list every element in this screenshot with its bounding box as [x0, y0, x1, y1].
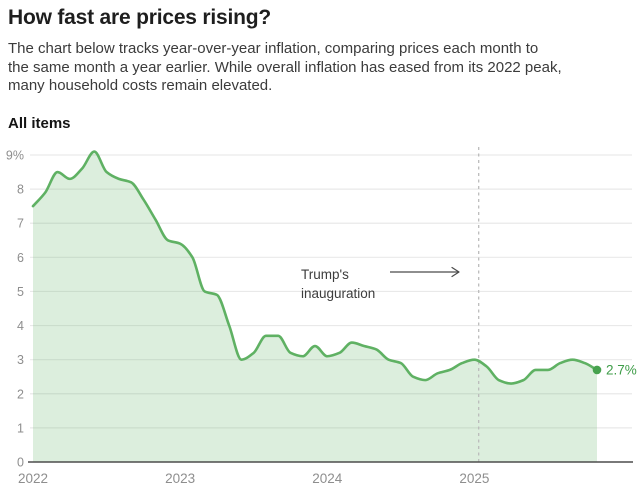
end-dot	[592, 365, 602, 375]
description-line: many household costs remain elevated.	[8, 77, 273, 94]
x-tick-label: 2025	[459, 471, 489, 486]
arrow-head-icon	[451, 266, 460, 278]
x-tick-label: 2022	[18, 471, 48, 486]
y-tick-label: 8	[17, 183, 24, 197]
inflation-chart-svg: 0 1 2 3 4 5 6 7 8 9% 2022 2023 2024 2025 Trump's inaugu…	[6, 147, 637, 486]
page-title: How fast are prices rising?	[8, 6, 272, 29]
x-tick-label: 2024	[312, 471, 343, 486]
y-tick-label: 6	[17, 251, 24, 265]
y-tick-label: 5	[17, 285, 24, 299]
x-tick-label: 2023	[165, 471, 195, 486]
series-label: All items	[8, 115, 71, 132]
inflation-chart: 0 1 2 3 4 5 6 7 8 9% 2022 2023 2024 2025 Trump's inaugu…	[0, 135, 640, 493]
y-tick-label: 0	[17, 456, 24, 470]
y-tick-label: 4	[17, 319, 24, 333]
inflation-line	[31, 150, 599, 385]
chart-area-fill	[33, 151, 597, 463]
description-line: The chart below tracks year-over-year in…	[8, 40, 539, 57]
annotation-line: inauguration	[301, 286, 375, 301]
end-value-label: 2.7%	[606, 362, 637, 377]
y-tick-label: 9%	[6, 149, 24, 163]
y-tick-label: 7	[17, 217, 24, 231]
annotation-line: Trump's	[301, 267, 349, 282]
y-tick-label: 3	[17, 353, 24, 367]
description-line: the same month a year earlier. While ove…	[8, 58, 562, 76]
y-tick-label: 1	[17, 421, 24, 435]
chart-description: The chart below tracks year-over-year in…	[8, 40, 562, 96]
y-tick-label: 2	[17, 387, 24, 401]
